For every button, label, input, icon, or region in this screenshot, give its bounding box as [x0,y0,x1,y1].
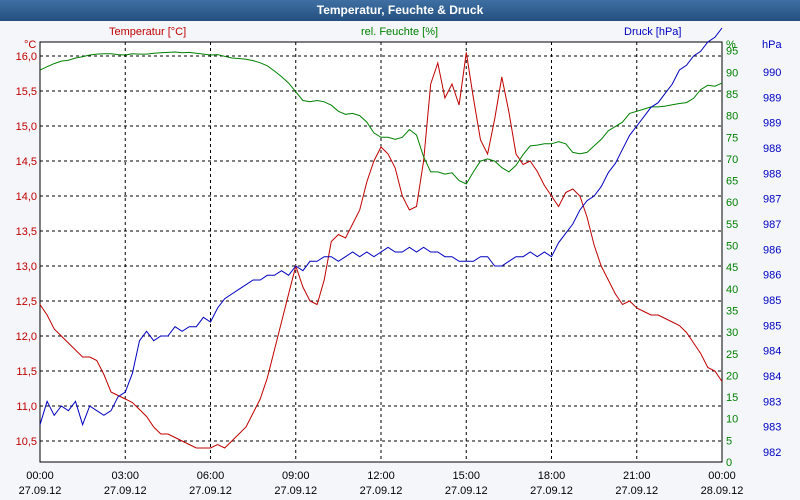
humidity-axis-tick-label: 15 [726,392,738,404]
left-axis-tick-label: 12,0 [16,331,37,343]
humidity-axis-tick-label: 35 [726,305,738,317]
pressure-axis-tick-label: 985 [763,320,781,332]
left-axis-tick-label: 12,5 [16,296,37,308]
pressure-axis-tick-label: 986 [763,244,781,256]
humidity-axis-tick-label: 45 [726,262,738,274]
x-axis-date-label: 27.09.12 [530,485,573,497]
humidity-axis-tick-label: 70 [726,154,738,166]
left-axis-tick-label: 14,0 [16,191,37,203]
left-axis-tick-label: 15,0 [16,121,37,133]
pressure-axis-tick-label: 987 [763,194,781,206]
humidity-axis-tick-label: 25 [726,349,738,361]
humidity-axis-tick-label: 10 [726,414,738,426]
x-axis-time-label: 12:00 [367,470,395,482]
chart-title: Temperatur, Feuchte & Druck [0,0,800,21]
pressure-axis-tick-label: 986 [763,270,781,282]
pressure-axis-ticks: 990 989 989 988 988 987 987 986 986 985 985 984 984 9… [763,67,781,459]
humidity-axis-tick-label: 40 [726,284,738,296]
x-axis-time-label: 06:00 [197,470,225,482]
humidity-axis-tick-label: 75 [726,132,738,144]
x-axis-time-label: 00:00 [708,470,736,482]
x-axis-time-label: 21:00 [623,470,651,482]
x-axis-date-label: 27.09.12 [615,485,658,497]
left-axis-tick-label: 16,0 [16,51,37,63]
humidity-axis-tick-label: 55 [726,219,738,231]
x-axis-date-label: 27.09.12 [19,485,62,497]
humidity-line [39,51,723,185]
humidity-axis-tick-label: 60 [726,197,738,209]
left-axis-tick-label: 15,5 [16,86,37,98]
pressure-axis-tick-label: 990 [763,67,781,79]
humidity-axis-tick-label: 0 [726,457,732,469]
left-axis-tick-label: 10,5 [16,436,37,448]
x-axis-time-label: 09:00 [282,470,310,482]
humidity-axis-tick-label: 90 [726,67,738,79]
humidity-axis-tick-label: 50 [726,241,738,253]
left-axis-tick-label: 13,0 [16,261,37,273]
x-axis-date-label: 27.09.12 [104,485,147,497]
left-axis-ticks: 16,0 15,5 15,0 14,5 14,0 13,5 13,0 12,5 12,0 11,5… [16,51,37,448]
left-axis-unit: °C [24,39,36,51]
pressure-axis-tick-label: 988 [763,168,781,180]
humidity-axis-unit: % [726,39,736,51]
x-axis-date-label: 27.09.12 [445,485,488,497]
pressure-axis-tick-label: 983 [763,422,781,434]
x-axis-time-label: 18:00 [538,470,566,482]
pressure-line [39,27,723,427]
humidity-axis-tick-label: 5 [726,435,732,447]
pressure-axis-tick-label: 988 [763,143,781,155]
x-axis-date-label: 27.09.12 [360,485,403,497]
x-axis-time-label: 00:00 [26,470,54,482]
series-lines [39,27,723,449]
x-axis-date-label: 27.09.12 [274,485,317,497]
temperature-series-label: Temperatur [°C] [109,26,186,38]
left-axis-tick-label: 13,5 [16,226,37,238]
pressure-axis-tick-label: 989 [763,118,781,130]
pressure-axis-tick-label: 982 [763,447,781,459]
x-axis-ticks: 00:00 27.09.12 03:00 27.09.12 06:00 27.09.12 0… [19,470,744,497]
humidity-axis-tick-label: 80 [726,111,738,123]
pressure-axis-tick-label: 984 [763,371,781,383]
x-axis-date-label: 27.09.12 [189,485,232,497]
x-axis-date-label: 28.09.12 [701,485,744,497]
left-axis-tick-label: 11,5 [16,366,37,378]
humidity-axis-tick-label: 65 [726,176,738,188]
humidity-axis-tick-label: 85 [726,89,738,101]
pressure-axis-tick-label: 989 [763,92,781,104]
x-axis-time-label: 03:00 [111,470,139,482]
temperature-line [39,52,723,449]
humidity-axis-tick-label: 20 [726,370,738,382]
humidity-axis-tick-label: 30 [726,327,738,339]
pressure-series-label: Druck [hPa] [624,26,681,38]
x-axis-time-label: 15:00 [452,470,480,482]
humidity-axis-tick-label: 95 [726,46,738,58]
left-axis-tick-label: 11,0 [16,401,37,413]
left-axis-tick-label: 14,5 [16,156,37,168]
humidity-series-label: rel. Feuchte [%] [361,26,438,38]
pressure-axis-tick-label: 985 [763,295,781,307]
pressure-axis-tick-label: 984 [763,346,781,358]
pressure-axis-tick-label: 987 [763,219,781,231]
pressure-axis-tick-label: 983 [763,396,781,408]
pressure-axis-unit: hPa [762,39,782,51]
